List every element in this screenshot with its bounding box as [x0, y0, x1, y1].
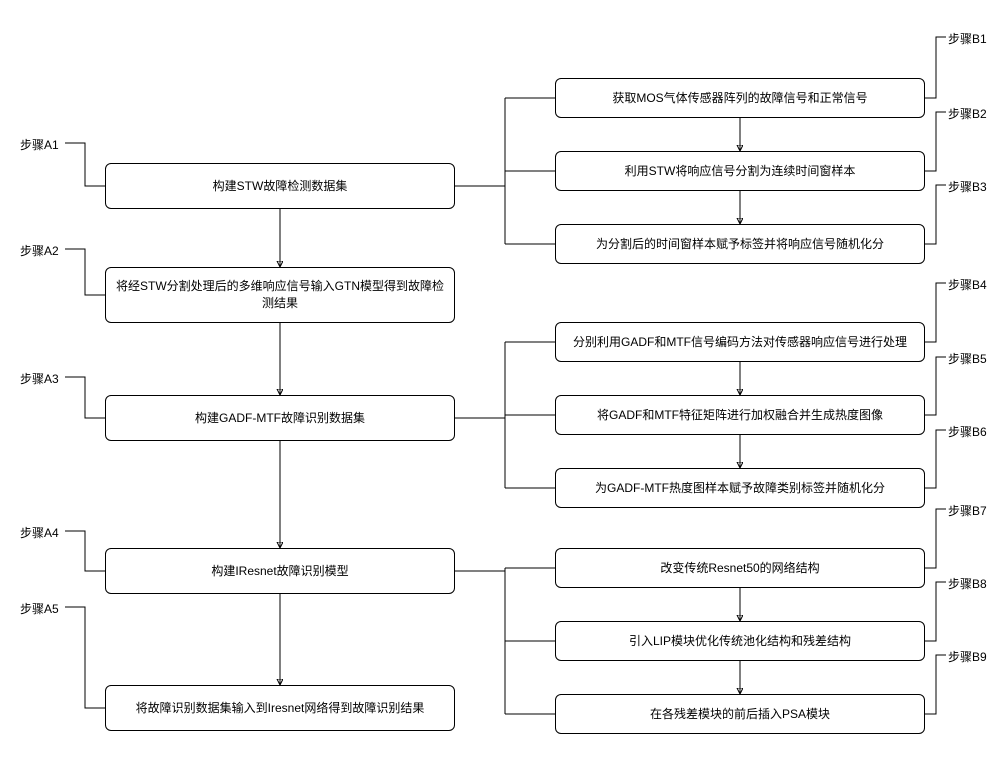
label-step-b6: 步骤B6	[948, 423, 987, 440]
label-step-b4: 步骤B4	[948, 276, 987, 293]
label-step-b8: 步骤B8	[948, 575, 987, 592]
label-step-b5: 步骤B5	[948, 350, 987, 367]
box-a5: 将故障识别数据集输入到Iresnet网络得到故障识别结果	[105, 685, 455, 731]
box-b1: 获取MOS气体传感器阵列的故障信号和正常信号	[555, 78, 925, 118]
box-b8: 引入LIP模块优化传统池化结构和残差结构	[555, 621, 925, 661]
box-b7: 改变传统Resnet50的网络结构	[555, 548, 925, 588]
label-step-a1: 步骤A1	[20, 136, 59, 153]
box-a4: 构建IResnet故障识别模型	[105, 548, 455, 594]
label-step-b1: 步骤B1	[948, 30, 987, 47]
label-step-a3: 步骤A3	[20, 370, 59, 387]
label-step-a5: 步骤A5	[20, 600, 59, 617]
box-b6: 为GADF-MTF热度图样本赋予故障类别标签并随机化分	[555, 468, 925, 508]
box-a2: 将经STW分割处理后的多维响应信号输入GTN模型得到故障检测结果	[105, 267, 455, 323]
label-step-b9: 步骤B9	[948, 648, 987, 665]
label-step-a4: 步骤A4	[20, 524, 59, 541]
box-a1: 构建STW故障检测数据集	[105, 163, 455, 209]
label-step-b7: 步骤B7	[948, 502, 987, 519]
box-b2: 利用STW将响应信号分割为连续时间窗样本	[555, 151, 925, 191]
label-step-b3: 步骤B3	[948, 178, 987, 195]
box-b3: 为分割后的时间窗样本赋予标签并将响应信号随机化分	[555, 224, 925, 264]
box-a3: 构建GADF-MTF故障识别数据集	[105, 395, 455, 441]
box-b9: 在各残差模块的前后插入PSA模块	[555, 694, 925, 734]
label-step-a2: 步骤A2	[20, 242, 59, 259]
box-b4: 分别利用GADF和MTF信号编码方法对传感器响应信号进行处理	[555, 322, 925, 362]
label-step-b2: 步骤B2	[948, 105, 987, 122]
box-b5: 将GADF和MTF特征矩阵进行加权融合并生成热度图像	[555, 395, 925, 435]
